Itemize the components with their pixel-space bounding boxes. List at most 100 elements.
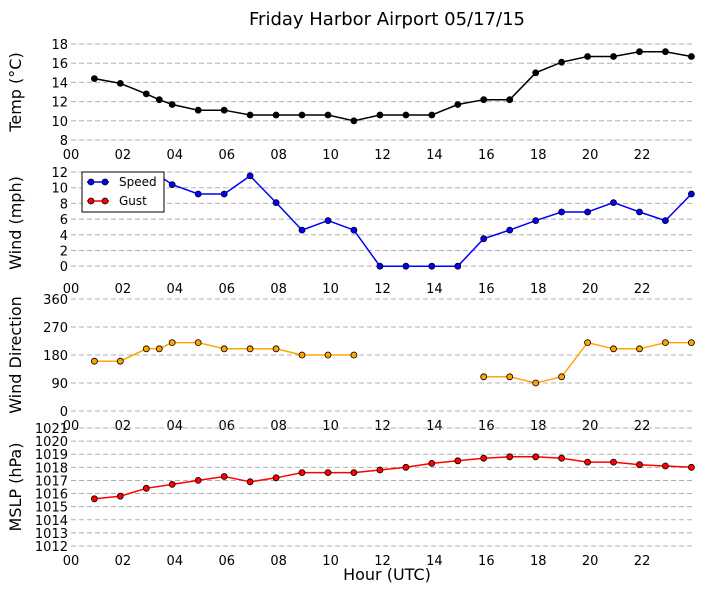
- series-line: [94, 50, 692, 122]
- legend-label-speed: Speed: [119, 175, 157, 189]
- data-point: [454, 457, 462, 465]
- legend-marker: [87, 197, 95, 205]
- x-tick-label: 16: [478, 148, 495, 163]
- chart-title: Friday Harbor Airport 05/17/15: [249, 9, 525, 30]
- data-point: [584, 458, 591, 466]
- legend-marker: [87, 178, 95, 186]
- data-point: [636, 345, 643, 353]
- y-tick-label: 12: [51, 96, 68, 111]
- data-point: [428, 111, 436, 119]
- x-tick-label: 10: [322, 419, 339, 434]
- legend-box: [81, 171, 165, 213]
- data-point: [194, 106, 202, 114]
- data-point: [168, 480, 176, 488]
- data-point: [220, 190, 228, 198]
- x-tick-label: 00: [63, 419, 80, 434]
- x-tick-label: 06: [218, 282, 235, 297]
- y-tick-label: 360: [43, 293, 68, 308]
- data-point: [532, 217, 540, 225]
- data-point: [506, 373, 514, 381]
- x-tick-label: 18: [530, 554, 547, 569]
- data-point: [532, 379, 540, 387]
- y-tick-label: 270: [43, 321, 68, 336]
- y-tick-label: 1019: [35, 448, 68, 463]
- data-point: [636, 208, 643, 216]
- x-tick-label: 12: [374, 282, 391, 297]
- data-point: [116, 357, 124, 365]
- data-point: [532, 69, 540, 77]
- legend-marker: [101, 178, 109, 186]
- data-point: [636, 48, 643, 56]
- data-point: [168, 339, 176, 347]
- legend: Speed Gust: [81, 171, 165, 213]
- x-tick-label: 02: [115, 282, 132, 297]
- data-point: [298, 351, 306, 359]
- y-tick-label: 1015: [35, 501, 68, 516]
- data-point: [142, 484, 150, 492]
- data-point: [558, 208, 565, 216]
- y-tick-label: 1016: [35, 488, 68, 503]
- y-tick-label: 2: [60, 244, 68, 259]
- x-tick-label: 12: [374, 148, 391, 163]
- data-point: [480, 373, 488, 381]
- x-tick-label: 00: [63, 282, 80, 297]
- data-point: [350, 226, 358, 234]
- x-tick-label: 22: [634, 554, 651, 569]
- x-tick-label: 22: [634, 148, 651, 163]
- data-point: [558, 58, 565, 66]
- data-point: [220, 345, 228, 353]
- data-point: [584, 208, 591, 216]
- y-tick-label: 6: [60, 213, 68, 228]
- y-tick-label: 10: [51, 115, 68, 130]
- data-point: [220, 106, 228, 114]
- data-point: [610, 458, 617, 466]
- data-point: [220, 473, 228, 480]
- x-tick-label: 10: [322, 282, 339, 297]
- legend-marker: [101, 197, 109, 205]
- x-tick-label: 22: [634, 419, 651, 434]
- x-tick-label: 20: [582, 419, 599, 434]
- data-point: [662, 462, 669, 470]
- data-point: [688, 53, 695, 60]
- x-tick-label: 12: [374, 554, 391, 569]
- x-tick-label: 20: [582, 554, 599, 569]
- data-point: [272, 199, 280, 207]
- series-line: [94, 456, 692, 500]
- x-tick-label: 12: [374, 419, 391, 434]
- x-tick-label: 16: [478, 554, 495, 569]
- data-point: [298, 111, 306, 119]
- x-tick-label: 14: [426, 419, 443, 434]
- y-tick-label: 10: [51, 182, 68, 197]
- y-tick-label: 4: [60, 229, 68, 244]
- y-tick-label: 16: [51, 57, 68, 72]
- y-tick-label: 18: [51, 38, 68, 53]
- x-tick-label: 02: [115, 148, 132, 163]
- y-tick-label: 1014: [35, 514, 68, 529]
- data-point: [142, 345, 150, 353]
- data-point: [480, 454, 488, 462]
- data-point: [116, 492, 124, 500]
- x-tick-label: 04: [167, 554, 184, 569]
- data-point: [194, 476, 202, 484]
- data-point: [246, 478, 254, 486]
- data-point: [324, 217, 332, 225]
- x-tick-label: 14: [426, 554, 443, 569]
- x-tick-label: 10: [322, 554, 339, 569]
- x-tick-label: 14: [426, 148, 443, 163]
- data-point: [246, 172, 254, 180]
- data-point: [298, 469, 306, 477]
- x-tick-label: 08: [270, 282, 287, 297]
- data-point: [376, 262, 384, 270]
- x-tick-label: 08: [270, 554, 287, 569]
- series-line: [94, 341, 354, 362]
- x-tick-label: 06: [218, 419, 235, 434]
- y-tick-label: 1020: [35, 435, 68, 450]
- y-tick-label: 8: [60, 134, 68, 149]
- panel-4: 1012101310141015101610171018101910201021…: [6, 422, 695, 569]
- x-tick-label: 18: [530, 148, 547, 163]
- panel-1: 8 10 12 14 16 18 00 02 04 06 08 10 12 14 16 18 20 22 Temp …: [6, 38, 695, 163]
- data-point: [428, 459, 436, 467]
- data-point: [155, 96, 163, 104]
